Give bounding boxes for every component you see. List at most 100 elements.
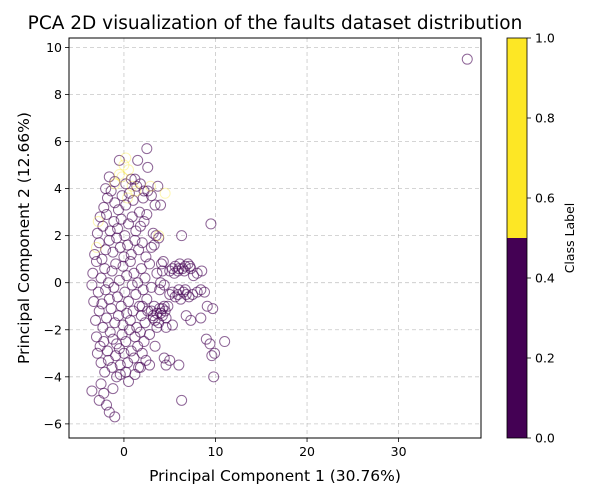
data-point [133,206,145,218]
data-point [123,187,135,199]
data-point [114,368,126,380]
series-class-1 [90,152,171,253]
data-point [155,199,167,211]
data-point [173,263,185,275]
data-point [166,319,178,331]
data-point [122,192,134,204]
data-point [121,270,133,282]
data-point [149,199,161,211]
data-point [173,284,185,296]
data-point [136,237,148,249]
data-point [113,274,125,286]
data-point [109,178,121,190]
colorbar: 0.0 0.2 0.4 0.6 0.8 1.0 [506,31,555,446]
data-point [104,326,116,338]
data-point [95,272,107,284]
data-point [126,180,138,192]
data-point [122,239,134,251]
data-point [86,279,98,291]
x-tick-label: 10 [208,444,224,459]
colorbar-tick-label: 0.6 [535,191,555,206]
data-point [173,359,185,371]
data-point [128,267,140,279]
data-point [98,387,110,399]
data-point [92,216,104,228]
data-point [109,317,121,329]
data-point [141,143,153,155]
colorbar-tick-label: 0.2 [535,351,555,366]
data-point [90,331,102,343]
data-point [110,350,122,362]
data-point [130,288,142,300]
data-point [113,154,125,166]
data-point [141,208,153,220]
data-point [114,241,126,253]
data-point [106,361,118,373]
data-point [119,286,131,298]
data-point [154,284,166,296]
data-point [105,303,117,315]
data-point [159,187,171,199]
data-point [142,161,154,173]
data-point [123,296,135,308]
data-point [87,267,99,279]
data-point [461,53,473,65]
plot-frame [68,37,482,439]
y-tick-label: 8 [54,87,62,102]
data-point [209,347,221,359]
data-point [125,248,137,260]
data-point [205,218,217,230]
colorbar-tick-label: 0.0 [535,431,555,446]
y-tick-label: 4 [54,181,62,196]
y-tick-label: −6 [44,416,62,431]
colorbar-tick-label: 0.8 [535,111,555,126]
data-point [104,225,116,237]
data-point [121,307,133,319]
grid-lines [69,38,481,438]
data-point [179,284,191,296]
data-point [155,277,167,289]
data-point [100,244,112,256]
data-point [109,176,121,188]
data-point [108,216,120,228]
data-point [145,281,157,293]
data-point [151,321,163,333]
data-point [107,246,119,258]
data-point [157,256,169,268]
data-point [160,321,172,333]
data-point [138,336,150,348]
data-point [101,399,113,411]
data-point [184,260,196,272]
data-point [196,265,208,277]
data-point [123,164,135,176]
y-tick-label: 6 [54,134,62,149]
data-point [115,213,127,225]
data-point [107,383,119,395]
data-point [139,317,151,329]
data-point [206,350,218,362]
data-point [219,336,231,348]
x-tick-label: 0 [120,444,128,459]
data-point [151,267,163,279]
data-point [179,260,191,272]
data-point [90,256,102,268]
data-point [91,347,103,359]
data-point [123,376,135,388]
y-tick-label: 0 [54,275,62,290]
data-point [144,328,156,340]
data-point [160,359,172,371]
data-point [93,394,105,406]
data-point [100,284,112,296]
data-point [133,244,145,256]
data-point [130,185,142,197]
data-point [111,232,123,244]
data-point [105,185,117,197]
data-point [117,260,129,272]
data-point [155,307,167,319]
colorbar-tick-label: 1.0 [535,31,555,46]
data-point [120,152,132,164]
data-point [136,300,148,312]
data-point [156,303,168,315]
